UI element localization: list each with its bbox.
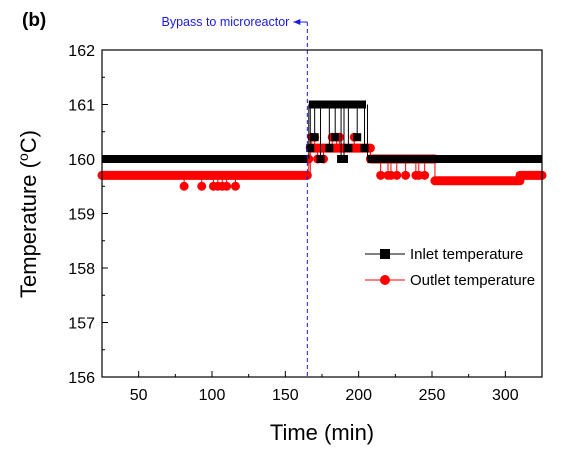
x-axis-title: Time (min) [270,420,374,445]
data-point [353,133,362,142]
legend-inlet-marker [380,249,390,259]
y-tick-label: 159 [68,207,95,224]
x-tick-label: 200 [345,387,372,404]
x-tick-label: 50 [130,387,148,404]
y-axis-title-main: Temperature ( [16,160,41,298]
data-point [325,144,334,153]
x-tick-label: 150 [272,387,299,404]
data-point [316,155,325,163]
y-tick-label: 162 [68,43,95,60]
data-point [392,170,402,180]
plot-frame [101,49,543,378]
data-point [331,133,340,142]
data-point [230,181,240,191]
x-tick-label: 300 [492,387,519,404]
tick-layer: 50 100 150 200 250 300 156 157 158 159 160 161 162 [68,43,518,404]
data-point [401,170,411,180]
legend-inlet-label: Inlet temperature [410,246,523,263]
y-axis-title-sup: o [15,153,31,161]
y-axis-title-unit: C) [16,130,41,153]
y-tick-label: 160 [68,152,95,169]
y-tick-label: 158 [68,261,95,278]
y-tick-label: 157 [68,316,95,333]
x-tick-label: 100 [199,387,226,404]
data-point [376,170,386,180]
annotation-label: Bypass to microreactor [162,15,290,29]
data-point [340,155,348,163]
legend-outlet-label: Outlet temperature [410,272,535,289]
legend-outlet-marker [380,275,390,285]
y-axis-title: Temperature (oC) [15,130,41,298]
data-point [197,181,207,191]
legend: Inlet temperature Outlet temperature [365,246,535,289]
panel-label: (b) [22,10,46,31]
y-tick-label: 156 [68,370,95,387]
data-point [420,170,430,180]
series-inlet [102,100,542,163]
annotation-layer: Bypass to microreactor [162,15,308,377]
annotation-arrow-head [293,19,301,25]
data-point [179,181,189,191]
data-point [306,144,315,153]
data-point [360,144,369,153]
data-point [310,133,319,142]
data-point [344,144,353,153]
x-tick-label: 250 [419,387,446,404]
series-layer [97,100,547,191]
y-tick-label: 161 [68,98,95,115]
data-point [222,181,232,191]
